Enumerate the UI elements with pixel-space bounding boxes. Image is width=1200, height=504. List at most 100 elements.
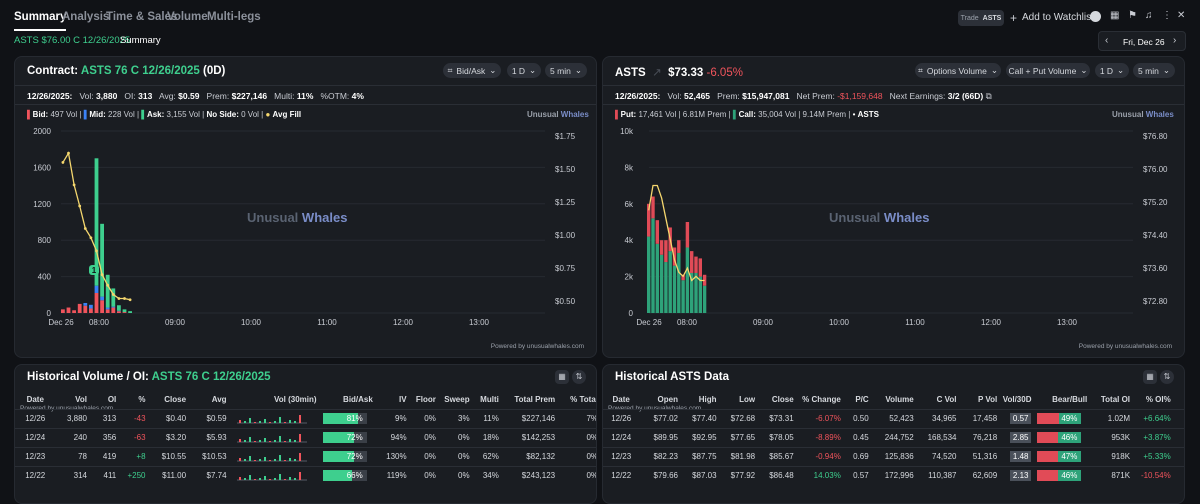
cell-pct: +8 xyxy=(116,447,145,466)
bid-ask-bar: 72% xyxy=(323,451,367,462)
bar-label: 66% xyxy=(347,471,363,480)
info-icon[interactable] xyxy=(1090,11,1101,22)
cell-bb: 49% xyxy=(1031,409,1087,428)
date-picker[interactable]: ‹ Fri, Dec 26 › xyxy=(1098,31,1186,51)
column-header[interactable]: Multi xyxy=(470,391,499,409)
sort-icon[interactable]: ⇅ xyxy=(572,370,586,384)
column-header[interactable]: Vol/30D xyxy=(997,391,1031,409)
bar-bid xyxy=(106,309,110,313)
calculator-icon[interactable]: ▦ xyxy=(1110,10,1119,21)
column-header[interactable]: C Vol xyxy=(914,391,957,409)
cell-pvol: 76,218 xyxy=(957,428,998,447)
powered-by[interactable]: Powered by unusualwhales.com xyxy=(491,343,584,350)
column-header[interactable]: % Total xyxy=(555,391,597,409)
brand-text: Unusual xyxy=(527,110,559,119)
cell-coi: 650K xyxy=(1171,409,1185,428)
tab-volume[interactable]: Volume xyxy=(167,11,208,23)
stat-earn: 3/2 (66D) xyxy=(948,91,983,101)
sparkline-bar xyxy=(269,460,271,461)
sparkline-bar xyxy=(264,476,266,480)
powered-by[interactable]: Powered by unusualwhales.com xyxy=(1079,343,1172,350)
bell-icon[interactable]: ♫ xyxy=(1145,10,1153,21)
column-header[interactable]: High xyxy=(678,391,717,409)
cell-low: $72.68 xyxy=(717,409,756,428)
column-header[interactable]: % OI% xyxy=(1130,391,1171,409)
column-header[interactable]: Vol (30min) xyxy=(227,391,317,409)
add-to-watchlist-link[interactable]: Add to Watchlist xyxy=(1022,12,1094,23)
tab-analysis[interactable]: Analysis xyxy=(62,11,109,23)
cell-avg: $7.74 xyxy=(186,466,227,485)
options-volume-dropdown[interactable]: ⌗Options Volume⌄ xyxy=(915,63,1001,78)
column-header[interactable]: Volume xyxy=(869,391,914,409)
trade-marker[interactable]: 1 xyxy=(89,265,99,275)
column-header[interactable]: % xyxy=(116,391,145,409)
y-left-tick: 400 xyxy=(38,273,52,282)
tab-summary[interactable]: Summary xyxy=(14,11,66,31)
column-header[interactable]: Vol xyxy=(56,391,88,409)
bar-bid xyxy=(72,310,76,313)
column-header[interactable]: Low xyxy=(717,391,756,409)
chevron-right-icon[interactable]: › xyxy=(1173,35,1176,46)
table-icon[interactable]: ▦ xyxy=(555,370,569,384)
column-header[interactable]: P/C xyxy=(841,391,869,409)
column-header[interactable]: Date xyxy=(15,391,56,409)
cell-open: $82.23 xyxy=(639,447,678,466)
bid-ask-dropdown[interactable]: ⌗Bid/Ask⌄ xyxy=(443,63,501,78)
watermark: Unusual Whales xyxy=(829,210,929,225)
sparkline-bar xyxy=(244,440,246,442)
range-dropdown[interactable]: 1 D⌄ xyxy=(507,63,541,78)
column-header[interactable]: Bear/Bull xyxy=(1031,391,1087,409)
column-header[interactable]: IV xyxy=(373,391,407,409)
column-header[interactable]: Sweep xyxy=(436,391,470,409)
sort-icon[interactable]: ⇅ xyxy=(1160,370,1174,384)
close-icon[interactable]: ✕ xyxy=(1177,10,1185,21)
column-header[interactable]: C OI xyxy=(1171,391,1185,409)
more-icon[interactable]: ⋮ xyxy=(1162,10,1172,21)
sparkline-bar xyxy=(254,479,256,480)
flag-icon[interactable]: ⚑ xyxy=(1128,10,1137,21)
cell-coi: 594K xyxy=(1171,428,1185,447)
column-header[interactable]: Close xyxy=(146,391,187,409)
column-header[interactable]: Close xyxy=(755,391,794,409)
sparkline-bar xyxy=(269,479,271,480)
column-header[interactable]: Floor xyxy=(407,391,436,409)
date-label: Fri, Dec 26 xyxy=(1123,37,1165,47)
tab-multi-legs[interactable]: Multi-legs xyxy=(207,11,261,23)
column-header[interactable]: Date xyxy=(603,391,639,409)
cell-date: 12/23 xyxy=(603,447,639,466)
sparkline-bar xyxy=(244,421,246,423)
call-put-dropdown[interactable]: Call + Put Volume⌄ xyxy=(1006,63,1090,78)
range-dropdown-right[interactable]: 1 D⌄ xyxy=(1095,63,1129,78)
column-header[interactable]: OI xyxy=(87,391,116,409)
external-link-icon[interactable]: ⧉ xyxy=(986,91,992,101)
column-header[interactable]: % Change xyxy=(794,391,841,409)
cell-v30: 0.57 xyxy=(997,409,1031,428)
cell-oi: 411 xyxy=(87,466,116,485)
y-left-tick: 8k xyxy=(625,163,634,172)
column-header[interactable]: Avg xyxy=(186,391,227,409)
chevron-left-icon[interactable]: ‹ xyxy=(1105,35,1108,46)
title-suffix: (0D) xyxy=(203,65,225,77)
cell-close: $3.20 xyxy=(146,428,187,447)
table-icon[interactable]: ▦ xyxy=(1143,370,1157,384)
interval-dropdown-right[interactable]: 5 min⌄ xyxy=(1133,63,1175,78)
column-header[interactable]: Total Prem xyxy=(499,391,555,409)
column-header[interactable]: Bid/Ask xyxy=(317,391,373,409)
column-header[interactable]: P Vol xyxy=(957,391,998,409)
cell-ba: 72% xyxy=(317,428,373,447)
column-header[interactable]: Open xyxy=(639,391,678,409)
title-contract: ASTS 76 C 12/26/2025 xyxy=(81,65,200,77)
interval-dropdown[interactable]: 5 min⌄ xyxy=(545,63,587,78)
vol-sparkline xyxy=(237,469,307,481)
bar-ask xyxy=(100,224,104,297)
column-header[interactable]: Total OI xyxy=(1087,391,1130,409)
